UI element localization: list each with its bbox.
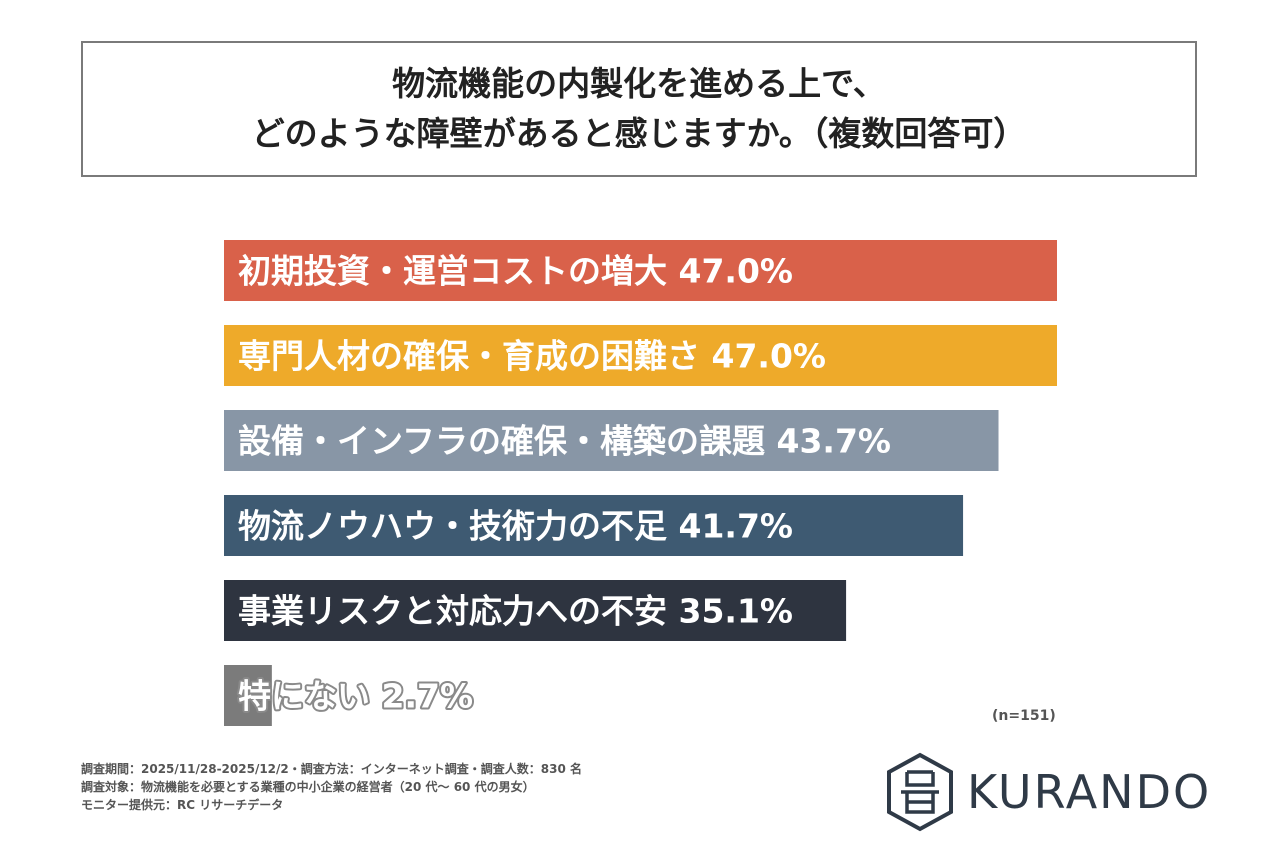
survey-note-period: 調査期間：2025/11/28-2025/12/2・調査方法：インターネット調査… — [81, 762, 582, 776]
bar-1 — [224, 240, 1057, 301]
survey-notes: 調査期間：2025/11/28-2025/12/2・調査方法：インターネット調査… — [81, 760, 582, 814]
title-line-1: 物流機能の内製化を進める上で、 — [392, 64, 886, 103]
bar-label-4: 物流ノウハウ・技術力の不足 41.7% — [238, 507, 793, 546]
bar-4 — [224, 495, 964, 556]
logo-text: KURANDO — [967, 765, 1212, 819]
bar-3 — [224, 410, 999, 471]
bar-2 — [224, 325, 1057, 386]
bar-label-1: 初期投資・運営コストの増大 47.0% — [238, 252, 793, 291]
bar-label-6: 特にない 2.7% — [238, 677, 473, 716]
bar-label-3: 設備・インフラの確保・構築の課題 43.7% — [238, 422, 891, 461]
bar-6 — [224, 665, 272, 726]
title-line-2: どのような障壁があると感じますか。（複数回答可） — [251, 114, 1027, 153]
survey-note-provider: モニター提供元：RC リサーチデータ — [81, 798, 284, 812]
sample-size-note: (n=151) — [992, 708, 1056, 724]
kurando-logo-icon — [887, 752, 953, 832]
bar-label-2: 専門人材の確保・育成の困難さ 47.0% — [238, 337, 826, 376]
bar-5 — [224, 580, 847, 641]
kurando-logo: KURANDO — [885, 752, 1211, 832]
title-box: 物流機能の内製化を進める上で、 どのような障壁があると感じますか。（複数回答可） — [81, 41, 1197, 177]
survey-note-target: 調査対象：物流機能を必要とする業種の中小企業の経営者（20 代～ 60 代の男女… — [81, 780, 535, 794]
bar-label-5: 事業リスクと対応力への不安 35.1% — [238, 592, 793, 631]
